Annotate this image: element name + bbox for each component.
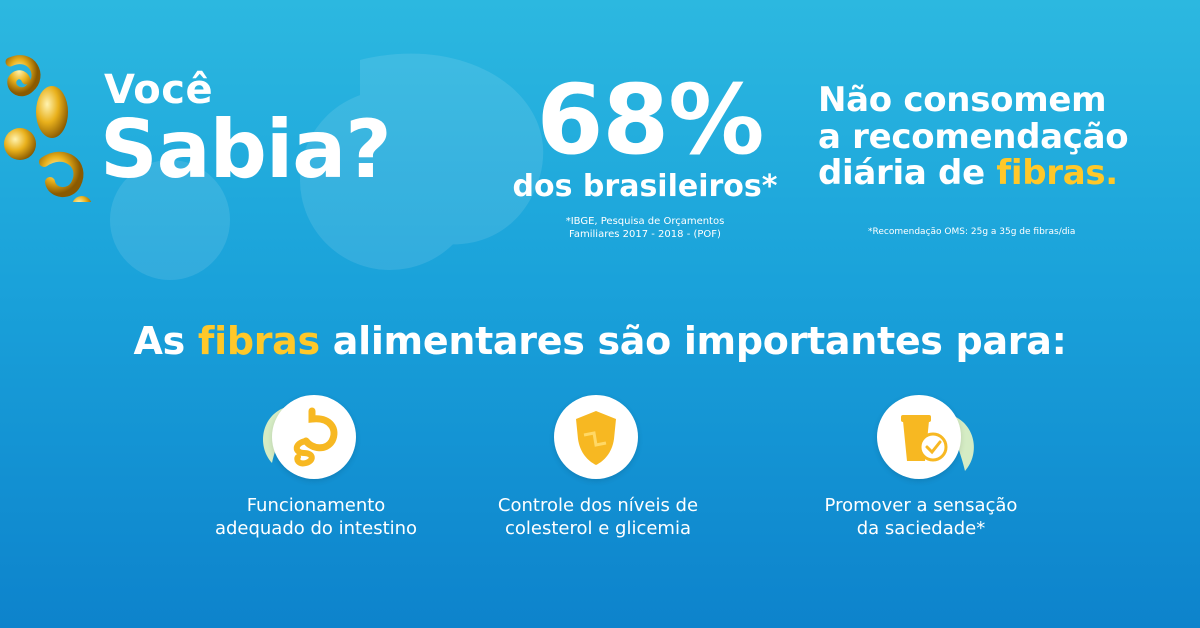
heading-prefix: As bbox=[133, 319, 198, 363]
intro-line1: Você bbox=[104, 67, 214, 113]
benefit-satiety: Promover a sensação da saciedade* bbox=[781, 395, 1061, 540]
benefit-label-line1: Controle dos níveis de bbox=[497, 495, 699, 516]
benefit-icon-circle bbox=[877, 395, 961, 479]
claim-line3-prefix: diária de bbox=[818, 153, 997, 194]
benefit-icon-circle bbox=[272, 395, 356, 479]
background-decoration bbox=[110, 53, 544, 280]
shield-icon bbox=[576, 411, 616, 465]
stat-source-line2: Familiares 2017 - 2018 - (POF) bbox=[569, 229, 721, 240]
claim-footnote: *Recomendação OMS: 25g a 35g de fibras/d… bbox=[868, 227, 1076, 237]
heading-highlight: fibras bbox=[197, 319, 320, 363]
claim-line2: a recomendação bbox=[818, 116, 1129, 157]
fiber-bubbles-icon bbox=[4, 55, 92, 202]
stat-value: 68% bbox=[536, 64, 765, 176]
heading-suffix: alimentares são importantes para: bbox=[319, 319, 1067, 363]
claim-line3-highlight: fibras. bbox=[996, 153, 1118, 194]
claim-line3: diária de fibras. bbox=[818, 155, 1198, 192]
benefit-label-line1: Promover a sensação bbox=[824, 495, 1018, 516]
benefit-intestine: Funcionamento adequado do intestino bbox=[176, 395, 456, 540]
benefit-label-line2: da saciedade* bbox=[856, 517, 986, 539]
claim-text: Não consomem a recomendação diária de fi… bbox=[818, 82, 1198, 192]
section-heading: As fibras alimentares são importantes pa… bbox=[0, 322, 1200, 360]
stat-source-line1: *IBGE, Pesquisa de Orçamentos bbox=[565, 216, 725, 227]
stomach-icon bbox=[293, 407, 338, 467]
benefit-label-line2: adequado do intestino bbox=[214, 517, 418, 539]
benefit-cholesterol: Controle dos níveis de colesterol e glic… bbox=[458, 395, 738, 540]
claim-line1: Não consomem bbox=[818, 80, 1107, 120]
benefit-label-line1: Funcionamento bbox=[246, 495, 386, 516]
benefit-label-line2: colesterol e glicemia bbox=[505, 517, 691, 539]
stat-subject: dos brasileiros* bbox=[512, 169, 778, 204]
intro-line2: Sabia? bbox=[100, 103, 392, 196]
benefit-icon-circle bbox=[554, 395, 638, 479]
stat-source: *IBGE, Pesquisa de Orçamentos Familiares… bbox=[530, 215, 760, 241]
satiety-cup-icon bbox=[901, 415, 948, 462]
